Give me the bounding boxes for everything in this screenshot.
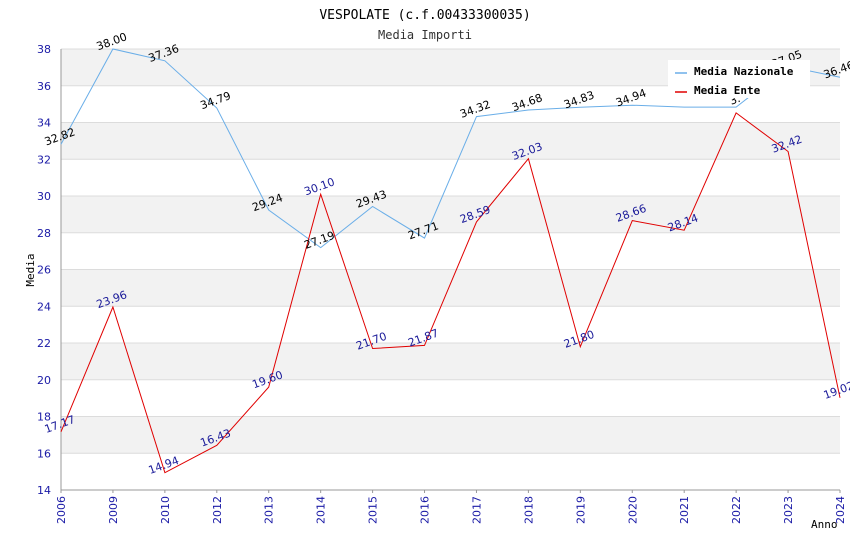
series-line-media-nazionale bbox=[60, 48, 841, 249]
x-axis-label: Anno bbox=[811, 518, 838, 531]
series-line-media-ente bbox=[60, 112, 841, 474]
y-tick-label: 14 bbox=[37, 484, 51, 497]
legend: Media Nazionale Media Ente bbox=[668, 60, 810, 98]
x-tick-label: 2017 bbox=[470, 496, 483, 524]
band bbox=[61, 306, 840, 343]
chart-title: VESPOLATE (c.f.00433300035) bbox=[319, 8, 530, 23]
band bbox=[61, 232, 840, 270]
x-tick-label: 2014 bbox=[315, 496, 328, 524]
legend-label-media-nazionale: Media Nazionale bbox=[694, 65, 794, 78]
x-tick-label: 2021 bbox=[678, 496, 691, 524]
series-lines bbox=[60, 48, 841, 474]
x-tick-label: 2006 bbox=[55, 496, 68, 524]
x-tick-label: 2010 bbox=[159, 496, 172, 524]
y-tick-label: 36 bbox=[37, 80, 51, 93]
x-tick-label: 2009 bbox=[107, 496, 120, 524]
chart-subtitle: Media Importi bbox=[378, 28, 472, 42]
y-tick-label: 30 bbox=[37, 190, 51, 203]
x-tick-label: 2023 bbox=[782, 496, 795, 524]
band bbox=[61, 379, 840, 417]
legend-box bbox=[668, 60, 810, 98]
band bbox=[61, 269, 840, 307]
band bbox=[61, 343, 840, 380]
y-tick-label: 38 bbox=[37, 43, 51, 56]
y-tick-label: 18 bbox=[37, 411, 51, 424]
band bbox=[61, 122, 840, 160]
band bbox=[61, 196, 840, 233]
x-tick-label: 2019 bbox=[574, 496, 587, 524]
x-tick-label: 2024 bbox=[834, 496, 847, 524]
y-tick-label: 16 bbox=[37, 447, 51, 460]
y-tick-label: 28 bbox=[37, 227, 51, 240]
legend-label-media-ente: Media Ente bbox=[694, 84, 761, 97]
y-tick-label: 22 bbox=[37, 337, 51, 350]
x-tick-label: 2022 bbox=[730, 496, 743, 524]
y-tick-label: 34 bbox=[37, 117, 51, 130]
background-bands bbox=[61, 49, 840, 490]
y-tick-labels: 14 16 18 20 22 24 26 28 30 32 34 36 38 bbox=[37, 43, 51, 497]
x-tick-label: 2018 bbox=[522, 496, 535, 524]
x-tick-label: 2020 bbox=[626, 496, 639, 524]
y-axis-label: Media bbox=[24, 253, 37, 286]
y-tick-label: 24 bbox=[37, 300, 51, 313]
y-tick-label: 26 bbox=[37, 264, 51, 277]
x-tick-label: 2013 bbox=[263, 496, 276, 524]
x-tick-labels: 2006 2009 2010 2012 2013 2014 2015 2016 2017 2018… bbox=[55, 490, 847, 524]
y-tick-label: 20 bbox=[37, 374, 51, 387]
band bbox=[61, 416, 840, 454]
x-tick-label: 2012 bbox=[211, 496, 224, 524]
y-tick-label: 32 bbox=[37, 153, 51, 166]
x-tick-label: 2016 bbox=[419, 496, 432, 524]
x-tick-label: 2015 bbox=[367, 496, 380, 524]
